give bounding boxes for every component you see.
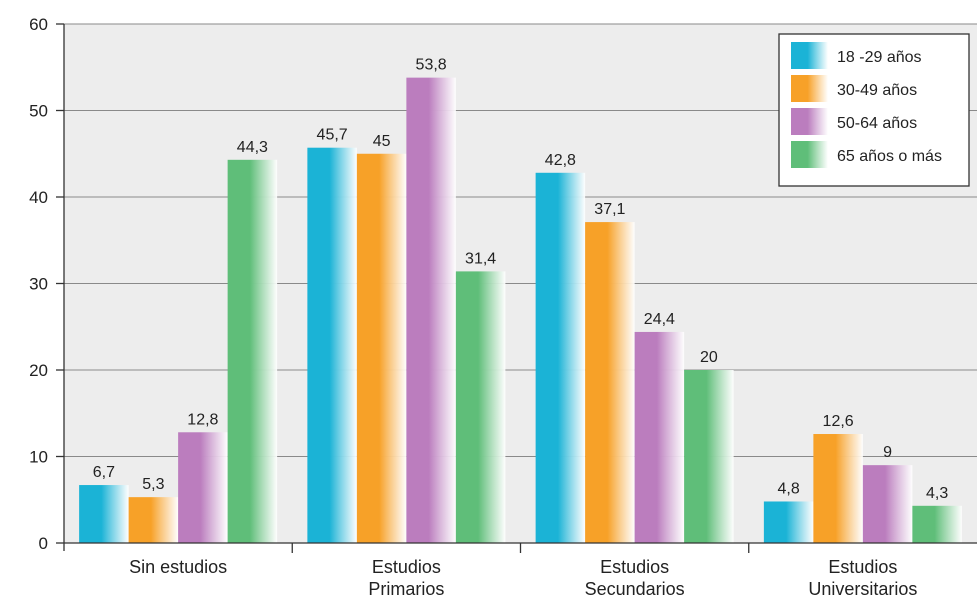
data-label: 24,4 — [644, 311, 675, 328]
data-label: 42,8 — [545, 152, 576, 169]
bar — [862, 465, 913, 543]
data-label: 31,4 — [465, 250, 496, 267]
data-label: 53,8 — [416, 57, 447, 74]
legend-swatch — [791, 141, 828, 168]
legend-swatch — [791, 75, 828, 102]
data-label: 4,3 — [926, 485, 948, 502]
x-category-label: Estudios Primarios — [368, 557, 444, 599]
data-label: 5,3 — [142, 476, 164, 493]
y-tick-label: 50 — [29, 102, 48, 121]
data-label: 44,3 — [237, 139, 268, 156]
legend-swatch — [791, 42, 828, 69]
bar — [634, 331, 685, 543]
y-tick-label: 0 — [39, 534, 48, 553]
bar — [763, 501, 814, 543]
bar — [585, 222, 635, 543]
x-category-label: Estudios Secundarios — [585, 557, 685, 599]
legend-label: 30-49 años — [837, 82, 917, 99]
data-label: 4,8 — [778, 480, 800, 497]
bar — [535, 172, 586, 543]
bar — [128, 497, 179, 543]
data-label: 37,1 — [594, 201, 625, 218]
y-tick-label: 20 — [29, 361, 48, 380]
data-label: 45 — [373, 133, 391, 150]
data-labels: 6,7 5,3 12,8 44,3 45,7 45 53,8 31,4 42,8 37,1 24,4… — [93, 57, 949, 502]
y-tick-label: 30 — [29, 275, 48, 294]
bar — [227, 159, 278, 543]
bar — [178, 432, 228, 543]
bar — [307, 147, 357, 543]
data-label: 20 — [700, 349, 718, 366]
bar — [356, 153, 407, 543]
legend-swatch — [791, 108, 828, 135]
x-axis-categories: Sin estudios Estudios Primarios Estudios Sec… — [129, 543, 917, 599]
data-label: 12,8 — [187, 411, 218, 428]
legend: 18 -29 años 30-49 años 50-64 años 65 años o… — [778, 33, 970, 187]
bars — [79, 77, 962, 543]
data-label: 6,7 — [93, 464, 115, 481]
legend-label: 50-64 años — [837, 115, 917, 132]
bar — [79, 485, 129, 543]
data-label: 12,6 — [823, 413, 854, 430]
y-axis-ticks: 0 10 20 30 40 50 60 — [29, 15, 64, 553]
data-label: 45,7 — [317, 127, 348, 144]
bar — [684, 370, 734, 543]
bar — [813, 434, 863, 543]
bar — [406, 77, 456, 543]
y-tick-label: 60 — [29, 15, 48, 34]
x-category-label: Estudios Universitarios — [808, 557, 917, 599]
x-category-label: Sin estudios — [129, 557, 227, 577]
data-label: 9 — [883, 444, 892, 461]
legend-label: 18 -29 años — [837, 49, 922, 66]
legend-label: 65 años o más — [837, 148, 942, 165]
y-tick-label: 10 — [29, 448, 48, 467]
bar — [912, 505, 962, 543]
bar — [455, 271, 506, 543]
y-tick-label: 40 — [29, 188, 48, 207]
